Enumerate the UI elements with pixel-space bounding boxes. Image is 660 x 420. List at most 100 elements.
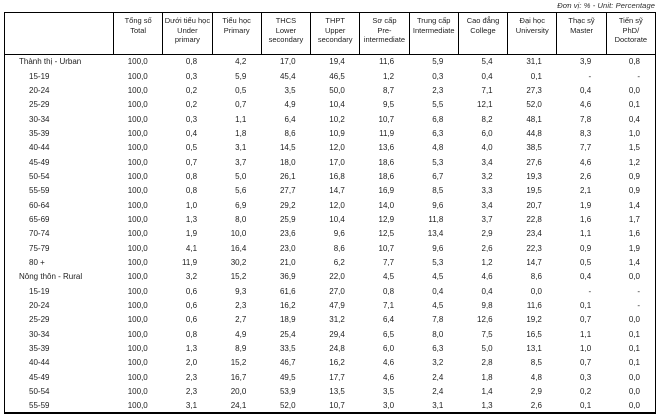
value-cell: 1,2 bbox=[628, 157, 640, 167]
value-cell: 2,7 bbox=[235, 315, 247, 325]
value-cell: 21,0 bbox=[279, 257, 296, 267]
value-cell: 6,3 bbox=[432, 344, 444, 354]
value-cell: 0,8 bbox=[185, 186, 198, 196]
value-cell: 19,3 bbox=[526, 171, 542, 181]
column-header-line: Upper bbox=[324, 25, 346, 35]
column-header-line: Under bbox=[177, 25, 198, 35]
value-cell: - bbox=[637, 71, 640, 81]
value-cell: 1,5 bbox=[628, 143, 640, 153]
value-cell: 4,5 bbox=[432, 301, 444, 311]
value-cell: 3,0 bbox=[382, 400, 395, 410]
value-cell: 4,6 bbox=[481, 272, 493, 282]
row-age-label: 75-79 bbox=[29, 243, 50, 253]
value-cell: 0,8 bbox=[628, 57, 640, 67]
table-row: 80 + 100,0 11,9 30,2 21,0 6,2 7,7 5,3 1,2 14,7 0,5… bbox=[5, 255, 656, 269]
value-cell: 2,3 bbox=[185, 387, 198, 397]
table-row: 20-24 100,0 0,6 2,3 16,2 47,9 7,1 4,5 9,8 11,6 0,1… bbox=[5, 298, 656, 312]
value-cell: 100,0 bbox=[127, 358, 148, 368]
column-header-line: University bbox=[515, 25, 549, 35]
value-cell: 0,6 bbox=[185, 315, 198, 325]
row-age-label: 45-49 bbox=[29, 372, 50, 382]
value-cell: - bbox=[637, 301, 640, 311]
value-cell: 0,1 bbox=[580, 400, 592, 410]
value-cell: 22,3 bbox=[526, 243, 542, 253]
row-age-label: 20-24 bbox=[29, 301, 50, 311]
value-cell: 18,9 bbox=[279, 315, 296, 325]
value-cell: 16,2 bbox=[279, 301, 296, 311]
value-cell: 46,5 bbox=[329, 71, 345, 81]
value-cell: 100,0 bbox=[127, 387, 148, 397]
column-header-line: Sơ cấp bbox=[372, 16, 397, 25]
value-cell: 100,0 bbox=[127, 301, 148, 311]
value-cell: 15,2 bbox=[230, 272, 247, 282]
value-cell: 8,2 bbox=[481, 114, 493, 124]
column-header-line: PhD/ bbox=[622, 25, 640, 35]
value-cell: 0,1 bbox=[580, 301, 592, 311]
value-cell: 61,6 bbox=[279, 286, 296, 296]
row-age-label: 35-39 bbox=[29, 128, 50, 138]
value-cell: 7,1 bbox=[481, 85, 493, 95]
value-cell: 100,0 bbox=[127, 214, 148, 224]
value-cell: 0,3 bbox=[432, 71, 444, 81]
column-header-line: Primary bbox=[223, 25, 250, 35]
value-cell: 20,7 bbox=[526, 200, 542, 210]
table-row: 30-34 100,0 0,3 1,1 6,4 10,2 10,7 6,8 8,2 48,1 7,8… bbox=[5, 112, 656, 126]
value-cell: 100,0 bbox=[127, 272, 148, 282]
value-cell: 30,2 bbox=[230, 257, 247, 267]
value-cell: 100,0 bbox=[127, 171, 148, 181]
row-age-label: 50-54 bbox=[29, 387, 50, 397]
value-cell: 1,3 bbox=[481, 400, 493, 410]
value-cell: 1,3 bbox=[185, 214, 198, 224]
column-header-line: THCS bbox=[275, 16, 297, 25]
value-cell: 48,1 bbox=[526, 114, 542, 124]
column-header: Sơ cấp Pre-intermediate bbox=[359, 12, 410, 55]
value-cell: 14,5 bbox=[279, 143, 296, 153]
value-cell: 4,9 bbox=[235, 329, 247, 339]
value-cell: 13,1 bbox=[526, 344, 542, 354]
value-cell: 1,8 bbox=[235, 128, 247, 138]
value-cell: 0,0 bbox=[628, 85, 640, 95]
value-cell: 0,5 bbox=[185, 143, 198, 153]
value-cell: 100,0 bbox=[127, 157, 148, 167]
value-cell: 31,1 bbox=[526, 57, 542, 67]
value-cell: 4,6 bbox=[580, 100, 592, 110]
row-age-label: 45-49 bbox=[29, 157, 50, 167]
header-row: Tổng số Total Dưới tiểu học Under primary Tiể… bbox=[4, 12, 657, 55]
column-header-line: Thạc sỹ bbox=[568, 16, 595, 25]
value-cell: 29,4 bbox=[329, 329, 345, 339]
value-cell: 13,5 bbox=[329, 387, 345, 397]
value-cell: 3,5 bbox=[284, 85, 296, 95]
value-cell: 5,9 bbox=[432, 57, 444, 67]
value-cell: 22,8 bbox=[526, 214, 542, 224]
value-cell: 19,4 bbox=[329, 57, 345, 67]
row-age-label: 35-39 bbox=[29, 344, 50, 354]
value-cell: 8,0 bbox=[432, 329, 444, 339]
value-cell: 3,2 bbox=[185, 272, 198, 282]
value-cell: 0,0 bbox=[628, 272, 640, 282]
value-cell: 23,0 bbox=[279, 243, 296, 253]
value-cell: 2,8 bbox=[481, 358, 493, 368]
column-header: THPT Upper secondary bbox=[310, 12, 361, 55]
value-cell: 25,4 bbox=[279, 329, 296, 339]
value-cell: 3,7 bbox=[235, 157, 247, 167]
value-cell: 6,8 bbox=[432, 114, 444, 124]
value-cell: 1,6 bbox=[628, 229, 640, 239]
value-cell: 0,6 bbox=[185, 301, 198, 311]
value-cell: 4,8 bbox=[530, 372, 542, 382]
value-cell: 5,4 bbox=[481, 57, 493, 67]
value-cell: 4,6 bbox=[382, 358, 395, 368]
value-cell: 0,8 bbox=[382, 286, 395, 296]
table-row: Thành thị - Urban 100,0 0,8 4,2 17,0 19,4 11,6… bbox=[5, 55, 656, 69]
value-cell: 100,0 bbox=[127, 128, 148, 138]
value-cell: 0,0 bbox=[530, 286, 542, 296]
value-cell: 0,1 bbox=[530, 71, 542, 81]
value-cell: 7,5 bbox=[481, 329, 493, 339]
value-cell: 2,4 bbox=[432, 387, 444, 397]
value-cell: 10,4 bbox=[329, 100, 345, 110]
value-cell: 100,0 bbox=[127, 229, 148, 239]
value-cell: 0,6 bbox=[185, 286, 198, 296]
value-cell: 17,0 bbox=[279, 57, 296, 67]
value-cell: 0,3 bbox=[185, 114, 198, 124]
value-cell: 100,0 bbox=[127, 257, 148, 267]
